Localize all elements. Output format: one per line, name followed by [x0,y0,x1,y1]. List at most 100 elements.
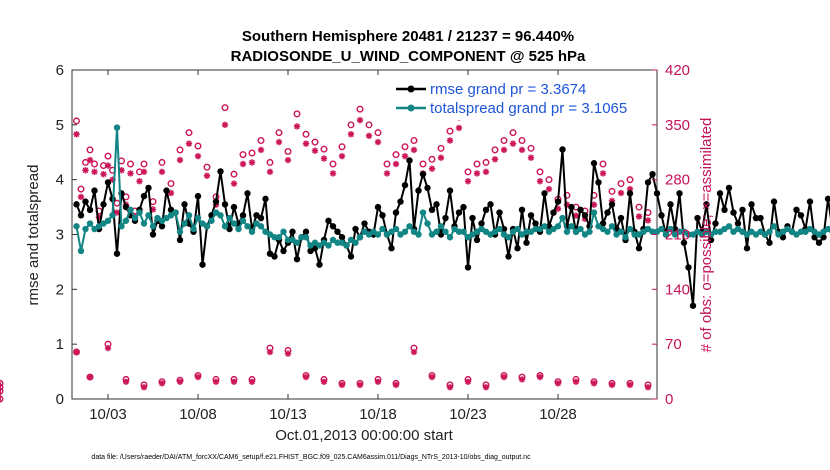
obs-assimilated-marker [73,131,80,138]
series-point-totalspread [496,225,503,233]
series-point-rmse [104,179,112,186]
series-point-rmse [649,170,656,178]
series-point-rmse [352,225,359,233]
obs-possible-marker [428,155,436,163]
series-point-totalspread [559,214,566,222]
series-point-rmse [77,212,85,219]
series-point-totalspread [608,223,616,230]
y-right-tick-label: 420 [665,62,690,79]
obs-assimilated-marker [365,132,373,139]
obs-assimilated-marker [428,373,436,381]
series-point-totalspread [257,223,265,230]
obs-assimilated-marker [104,162,112,169]
series-point-rmse [428,206,436,214]
series-point-rmse [725,184,733,192]
obs-possible-marker [203,163,211,171]
obs-possible-marker [329,160,337,168]
series-point-totalspread [446,234,454,241]
series-point-totalspread [563,228,571,235]
series-point-rmse [766,239,773,246]
obs-assimilated-marker [635,213,643,220]
series-point-totalspread [203,223,211,230]
obs-assimilated-marker [86,373,94,381]
series-point-rmse [514,245,521,252]
series-point-rmse [482,206,490,214]
obs-assimilated-marker [617,189,625,197]
x-axis-label: Oct.01,2013 00:00:00 start [275,427,453,444]
series-point-rmse [730,209,737,216]
obs-assimilated-marker [248,378,256,385]
series-point-totalspread [334,239,341,246]
obs-assimilated-marker [82,167,89,174]
obs-assimilated-marker [527,154,535,161]
obs-assimilated-marker [509,140,517,147]
series-point-rmse [527,212,535,219]
obs-possible-marker [176,146,184,154]
series-point-rmse [91,187,98,194]
series-point-totalspread [712,228,719,235]
obs-assimilated-marker [338,381,346,389]
obs-assimilated-marker [73,348,80,356]
series-point-rmse [703,201,710,208]
series-point-totalspread [226,214,233,222]
series-point-totalspread [662,231,670,238]
y-right-tick-label: 210 [665,227,690,244]
series-point-totalspread [658,225,665,233]
series-point-totalspread [325,242,332,249]
obs-possible-marker [617,180,625,188]
obs-possible-marker [383,160,391,168]
obs-assimilated-marker [127,170,134,177]
obs-possible-marker [221,104,229,112]
series-point-totalspread [275,234,283,241]
series-point-rmse [734,220,742,227]
series-point-rmse [82,198,89,205]
series-point-rmse [163,187,170,194]
obs-possible-marker [158,158,166,166]
series-point-rmse [658,212,665,219]
series-point-rmse [329,223,337,230]
obs-assimilated-marker [221,121,229,129]
series-point-rmse [442,214,449,222]
obs-possible-marker [401,143,409,151]
obs-possible-marker [500,136,508,144]
obs-assimilated-marker [491,156,499,163]
obs-possible-marker [527,144,535,152]
obs-assimilated-marker [86,156,94,164]
obs-assimilated-marker [482,168,490,176]
obs-possible-marker [635,203,643,211]
obs-assimilated-marker [473,170,481,177]
series-point-totalspread [77,247,85,255]
obs-assimilated-marker [410,146,418,154]
series-point-totalspread [131,214,139,222]
obs-assimilated-marker [257,146,265,154]
obs-possible-marker [626,176,634,184]
series-point-totalspread [824,225,830,233]
obs-possible-marker [338,143,346,151]
series-point-rmse [797,212,805,219]
series-point-rmse [149,231,157,238]
series-point-rmse [554,198,562,205]
obs-assimilated-marker [176,156,184,164]
series-point-rmse [100,201,107,208]
obs-possible-marker [77,185,85,193]
y-tick-label: 5 [56,117,64,134]
series-point-rmse [559,146,566,153]
obs-possible-marker [0,395,4,403]
series-point-totalspread [181,220,188,227]
obs-assimilated-marker [626,381,634,389]
series-point-rmse [230,203,238,211]
series-point-totalspread [230,220,238,227]
series-point-totalspread [136,209,143,216]
obs-possible-marker [446,127,454,135]
obs-assimilated-marker [482,384,490,391]
series-point-rmse [626,190,634,197]
series-point-rmse [739,206,746,214]
series-point-rmse [550,209,557,216]
obs-assimilated-marker [545,185,553,193]
obs-assimilated-marker [392,381,400,389]
obs-assimilated-marker [100,170,107,178]
series-point-rmse [446,187,454,194]
obs-possible-marker [419,160,427,168]
obs-assimilated-marker [464,378,472,385]
axes-layer: 10/03 10/08 10/13 10/18 10/23 10/28 0 1 2 3 4 5 6 0 70… [56,62,690,423]
